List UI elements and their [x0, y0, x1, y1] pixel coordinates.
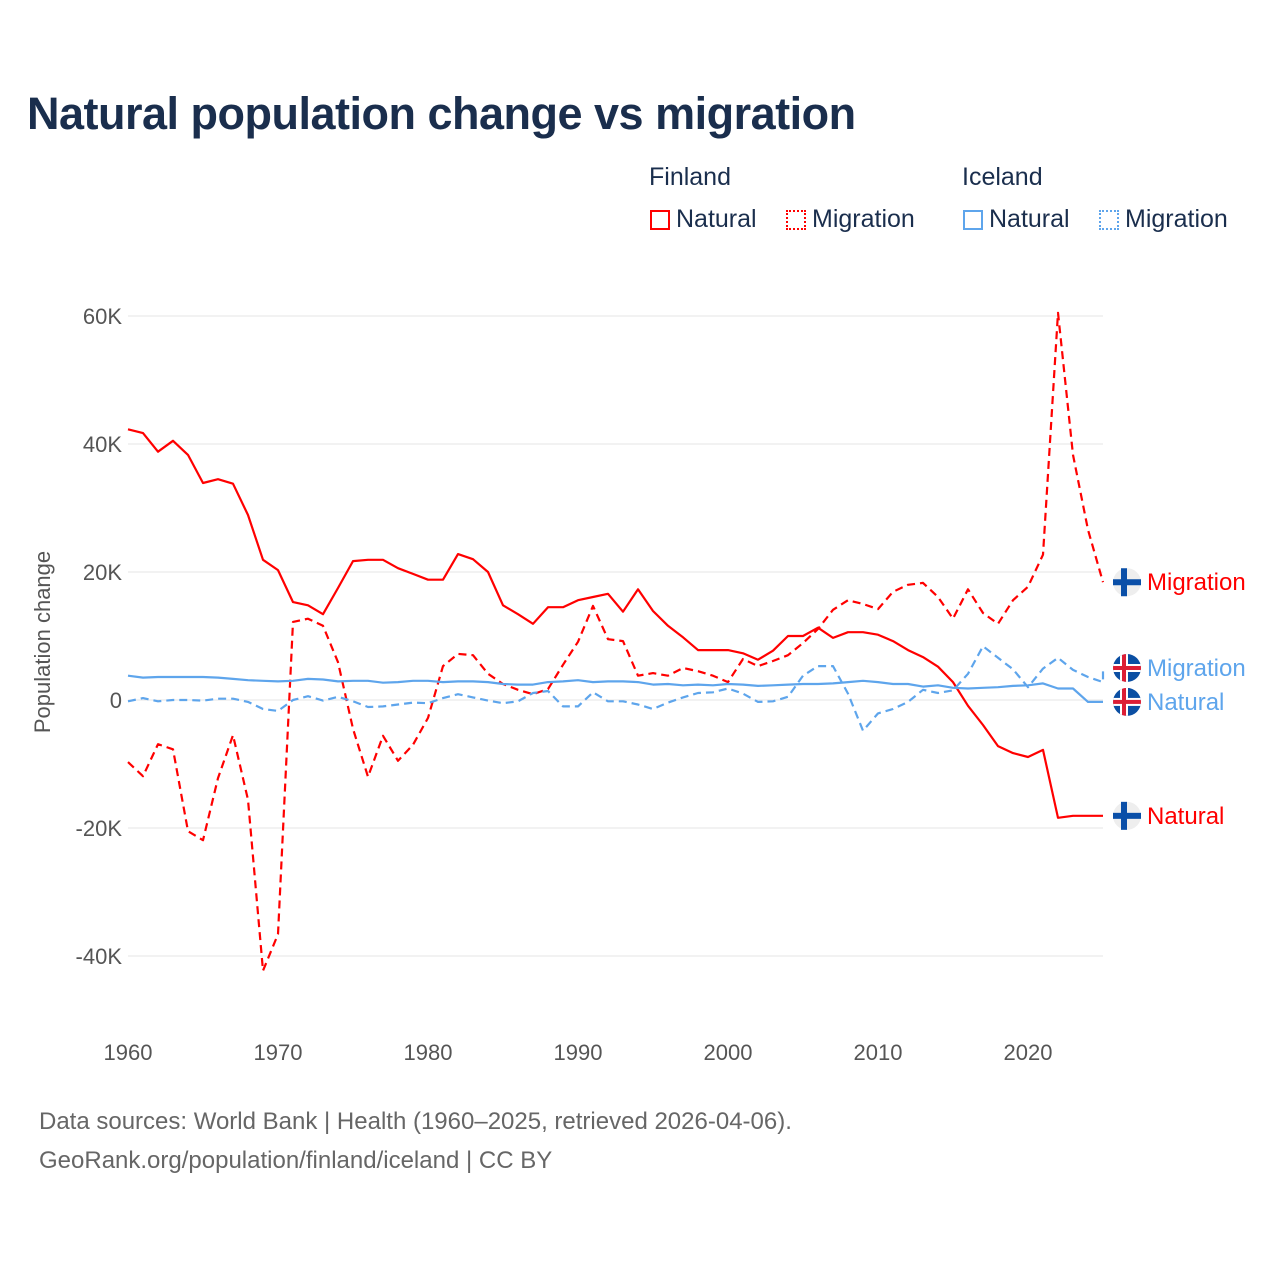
legend-label: Natural: [989, 205, 1070, 233]
x-tick-label: 1960: [104, 1040, 153, 1065]
series-line-iceland-natural: [127, 674, 1103, 703]
y-tick-label: 40K: [83, 432, 122, 457]
x-tick-label: 1970: [254, 1040, 303, 1065]
series-line-finland-natural: [127, 428, 1103, 819]
series-line-iceland-migration: [127, 645, 1105, 732]
legend-iceland-natural[interactable]: Natural: [963, 205, 1070, 234]
end-label: Migration: [1147, 569, 1246, 596]
end-label: Natural: [1147, 803, 1224, 830]
x-tick-label: 2020: [1004, 1040, 1053, 1065]
legend-swatch-solid: [650, 209, 670, 230]
series-line-finland-migration: [127, 311, 1105, 972]
finland-flag-icon: [1113, 568, 1141, 597]
x-tick-label: 2000: [704, 1040, 753, 1065]
legend-iceland-migration[interactable]: Migration: [1099, 205, 1228, 234]
finland-flag-icon: [1113, 801, 1141, 830]
chart-title: Natural population change vs migration: [27, 88, 856, 139]
legend-finland-migration[interactable]: Migration: [786, 205, 915, 234]
legend-group-finland: Finland: [649, 163, 731, 191]
y-tick-label: -40K: [76, 944, 123, 969]
legend-swatch-solid: [963, 209, 983, 230]
y-tick-label: -20K: [76, 816, 123, 841]
x-tick-label: 1980: [404, 1040, 453, 1065]
legend-swatch-dotted: [786, 209, 806, 230]
legend-swatch-dotted: [1099, 209, 1119, 230]
y-tick-label: 20K: [83, 560, 122, 585]
y-tick-label: 60K: [83, 304, 122, 329]
legend-label: Migration: [1125, 205, 1228, 233]
x-tick-label: 2010: [854, 1040, 903, 1065]
end-label: Migration: [1147, 655, 1246, 682]
iceland-flag-icon: [1113, 654, 1141, 682]
end-label: Natural: [1147, 689, 1224, 716]
x-tick-label: 1990: [554, 1040, 603, 1065]
legend-label: Natural: [676, 205, 757, 233]
iceland-flag-icon: [1113, 687, 1141, 716]
footer-sources: Data sources: World Bank | Health (1960–…: [39, 1108, 792, 1135]
legend-label: Migration: [812, 205, 915, 233]
y-tick-label: 0: [110, 688, 122, 713]
legend-group-iceland: Iceland: [962, 163, 1043, 191]
footer-attribution: GeoRank.org/population/finland/iceland |…: [39, 1147, 553, 1174]
legend-finland-natural[interactable]: Natural: [650, 205, 757, 234]
y-axis-label: Population change: [30, 551, 55, 733]
